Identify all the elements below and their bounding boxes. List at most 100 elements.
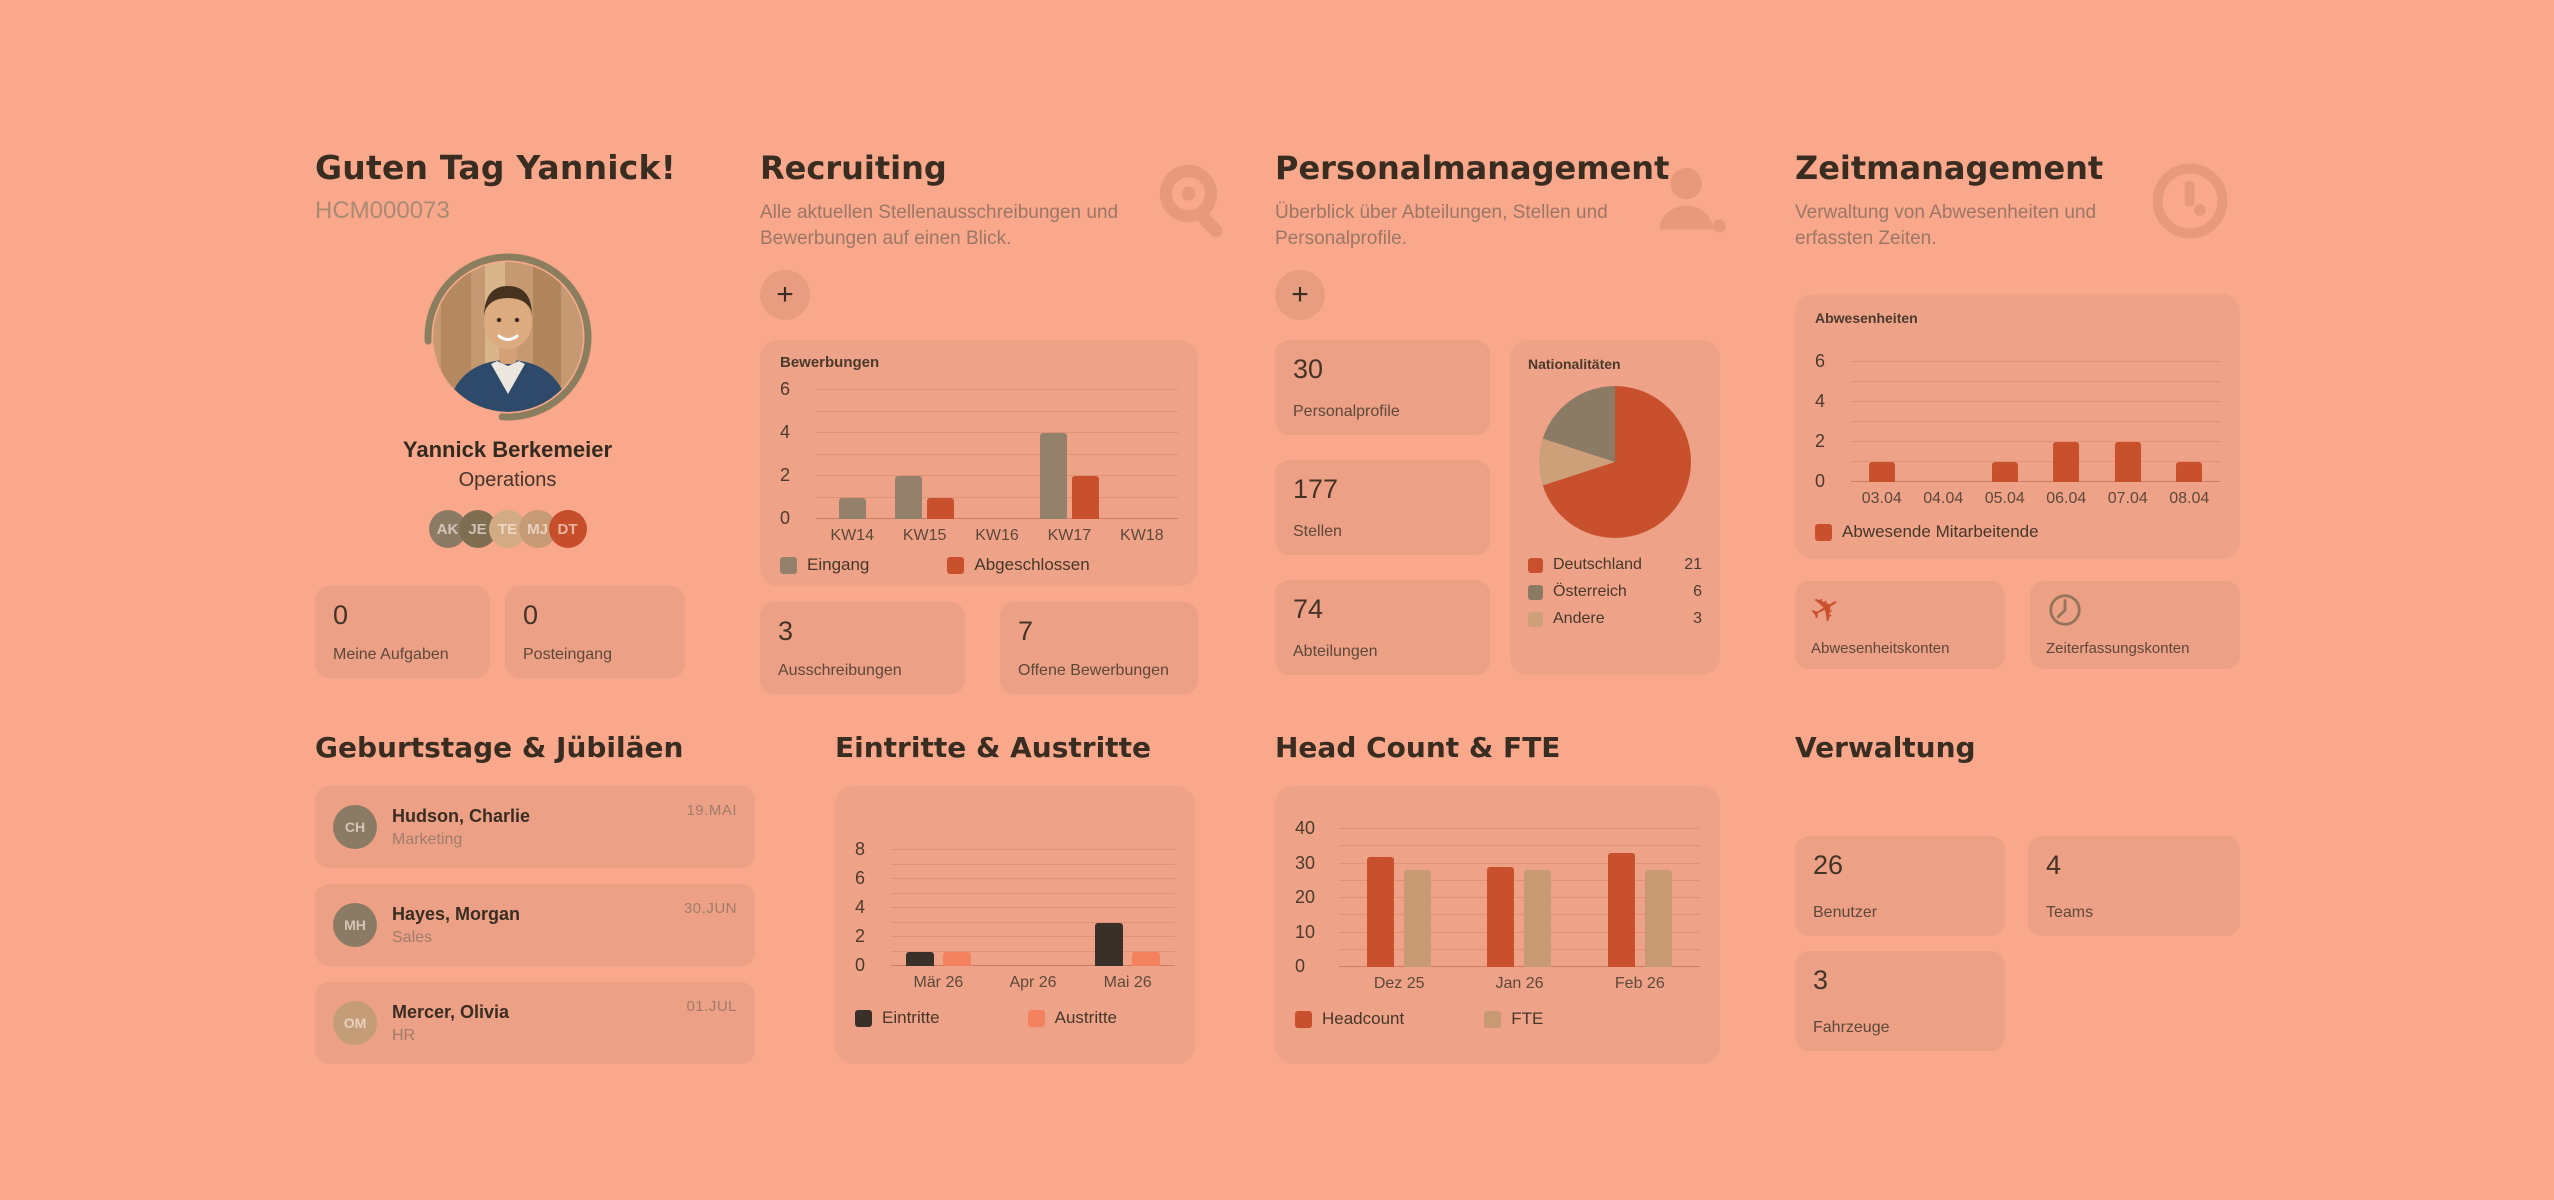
pie-legend-row-sterreich: Österreich 6	[1528, 583, 1702, 601]
y-axis-tick: 2	[1815, 431, 1826, 451]
stat-card-fahrzeuge[interactable]: 3 Fahrzeuge	[1795, 951, 2005, 1051]
pie-legend-row-deutschland: Deutschland 21	[1528, 556, 1702, 574]
y-axis-tick: 6	[780, 379, 791, 399]
x-axis-label: Feb 26	[1614, 975, 1665, 992]
avatar: CH	[333, 805, 377, 849]
profile-photo	[432, 262, 583, 412]
bar-abwesende-mitarbeitende-08-04	[2176, 462, 2203, 482]
legend-swatch	[1528, 584, 1543, 600]
stat-label: Teams	[2046, 904, 2094, 921]
legend-item-eintritte: Eintritte	[855, 1008, 940, 1028]
team-badge-dt[interactable]: DT	[548, 510, 587, 548]
chart-gridline	[891, 907, 1175, 908]
team-badge-je[interactable]: JE	[458, 510, 497, 548]
link-card-abwesenheitskonten[interactable]: ✈ Abwesenheitskonten	[1795, 581, 2005, 669]
abwesenheiten-chart-title: Abwesenheiten	[1815, 310, 1918, 326]
bar-abgeschlossen-kw17	[1071, 476, 1099, 519]
avatar: MH	[333, 903, 377, 947]
verwaltung-stat-cards: 26 Benutzer 4 Teams 3 Fahrzeuge	[1795, 836, 2240, 1051]
person-name: Hayes, Morgan	[392, 903, 521, 924]
legend-item-eingang: Eingang	[780, 555, 869, 575]
stat-card-abteilungen[interactable]: 74 Abteilungen	[1275, 580, 1490, 675]
team-avatar-stack[interactable]: AK JE TE MJ DT	[315, 510, 700, 548]
chart-gridline	[1851, 361, 2220, 362]
person-department: Sales	[392, 928, 433, 946]
user-icon	[1659, 167, 1726, 233]
recruiting-section: Recruiting Alle aktuellen Stellenausschr…	[760, 148, 1223, 694]
legend-swatch	[1484, 1010, 1502, 1028]
birthday-list-item[interactable]: CH Hudson, Charlie Marketing 19.MAI	[315, 786, 755, 868]
birthday-date: 01.JUL	[686, 998, 737, 1015]
y-axis-tick: 0	[855, 955, 866, 975]
chart-gridline	[1851, 461, 2220, 462]
abwesenheiten-legend: Abwesende Mitarbeitende	[1815, 522, 2220, 542]
abwesenheiten-bar-chart: 0 2 4 6 03.04 04.04 05.04 06.04 07.04 08.04	[1815, 350, 2220, 508]
stat-value: 30	[1293, 354, 1324, 384]
x-axis-label: 08.04	[2169, 490, 2210, 507]
stat-card-posteingang[interactable]: 0 Posteingang	[505, 586, 685, 678]
stat-card-ausschreibungen[interactable]: 3 Ausschreibungen	[760, 602, 965, 694]
zeitmanagement-subtitle: Verwaltung von Abwesenheiten und erfasst…	[1795, 202, 2097, 249]
bar-fte-dez-25	[1404, 870, 1432, 967]
bar-eintritte-m-r-26	[905, 951, 934, 966]
stat-card-personalprofile[interactable]: 30 Personalprofile	[1275, 340, 1490, 435]
bar-eingang-kw15	[895, 476, 923, 519]
zeitmanagement-link-cards: ✈ Abwesenheitskonten Zeiterfassungskonten	[1795, 581, 2240, 669]
chart-gridline	[816, 518, 1178, 519]
chart-gridline	[1851, 401, 2220, 402]
birthday-list-item[interactable]: MH Hayes, Morgan Sales 30.JUN	[315, 884, 755, 966]
chart-gridline	[1339, 862, 1700, 864]
stat-card-benutzer[interactable]: 26 Benutzer	[1795, 836, 2005, 936]
bar-headcount-jan-26	[1487, 866, 1515, 967]
y-axis-tick: 0	[780, 508, 791, 528]
chart-gridline	[891, 965, 1175, 966]
y-axis-tick: 10	[1295, 921, 1316, 942]
clock-icon	[2152, 163, 2228, 239]
stat-label: Fahrzeuge	[1813, 1019, 1890, 1036]
stat-card-stellen[interactable]: 177 Stellen	[1275, 460, 1490, 555]
stat-value: 3	[778, 616, 794, 646]
stat-card-offene-bewerbungen[interactable]: 7 Offene Bewerbungen	[1000, 602, 1198, 694]
chart-gridline	[1339, 966, 1700, 967]
chart-gridline	[1339, 828, 1700, 829]
link-card-zeiterfassungskonten[interactable]: Zeiterfassungskonten	[2030, 581, 2240, 669]
chart-gridline	[1339, 897, 1700, 898]
chart-gridline	[1851, 441, 2220, 442]
chart-gridline	[1339, 914, 1700, 916]
bewerbungen-chart-card: Bewerbungen 0 2 4 6 KW14 KW15 KW16 KW17 KW18 Ein…	[760, 340, 1198, 586]
chart-gridline	[891, 950, 1175, 952]
employee-id: HCM000073	[315, 197, 450, 224]
eintritte-bar-chart: 0 2 4 6 8 Mär 26 Apr 26 Mai 26	[855, 839, 1175, 992]
bar-abwesende-mitarbeitende-06-04	[2053, 442, 2080, 482]
chart-gridline	[891, 921, 1175, 923]
avatar-ring	[424, 253, 592, 421]
legend-swatch	[1295, 1010, 1312, 1028]
birthday-date: 19.MAI	[686, 802, 737, 819]
nationalitaeten-pie-chart	[1539, 386, 1691, 538]
recruiting-add-button[interactable]: +	[760, 270, 810, 320]
airplane-icon: ✈	[1802, 584, 1850, 635]
headcount-legend: Headcount FTE	[1295, 1009, 1700, 1029]
personalmanagement-add-button[interactable]: +	[1275, 270, 1325, 320]
birthday-list-item[interactable]: OM Mercer, Olivia HR 01.JUL	[315, 982, 755, 1064]
stat-label: Offene Bewerbungen	[1018, 662, 1169, 679]
y-axis-tick: 6	[1815, 351, 1826, 371]
bar-abwesende-mitarbeitende-07-04	[2114, 442, 2141, 482]
stat-value: 7	[1018, 616, 1034, 646]
y-axis-tick: 4	[855, 897, 866, 917]
birthdays-title: Geburtstage & Jübiläen	[315, 731, 684, 764]
stat-value: 3	[1813, 965, 1829, 995]
chart-gridline	[816, 389, 1178, 390]
x-axis-label: Mär 26	[913, 974, 964, 991]
x-axis-label: Mai 26	[1103, 974, 1152, 991]
stat-card-meine-aufgaben[interactable]: 0 Meine Aufgaben	[315, 586, 490, 678]
person-department: HR	[392, 1026, 416, 1044]
y-axis-tick: 8	[855, 839, 866, 859]
stat-card-teams[interactable]: 4 Teams	[2028, 836, 2240, 936]
x-axis-label: KW14	[830, 527, 874, 544]
y-axis-tick: 0	[1295, 956, 1306, 976]
stat-value: 74	[1293, 594, 1324, 624]
stat-label: Benutzer	[1813, 904, 1878, 921]
team-badge-mj[interactable]: MJ	[518, 510, 557, 548]
